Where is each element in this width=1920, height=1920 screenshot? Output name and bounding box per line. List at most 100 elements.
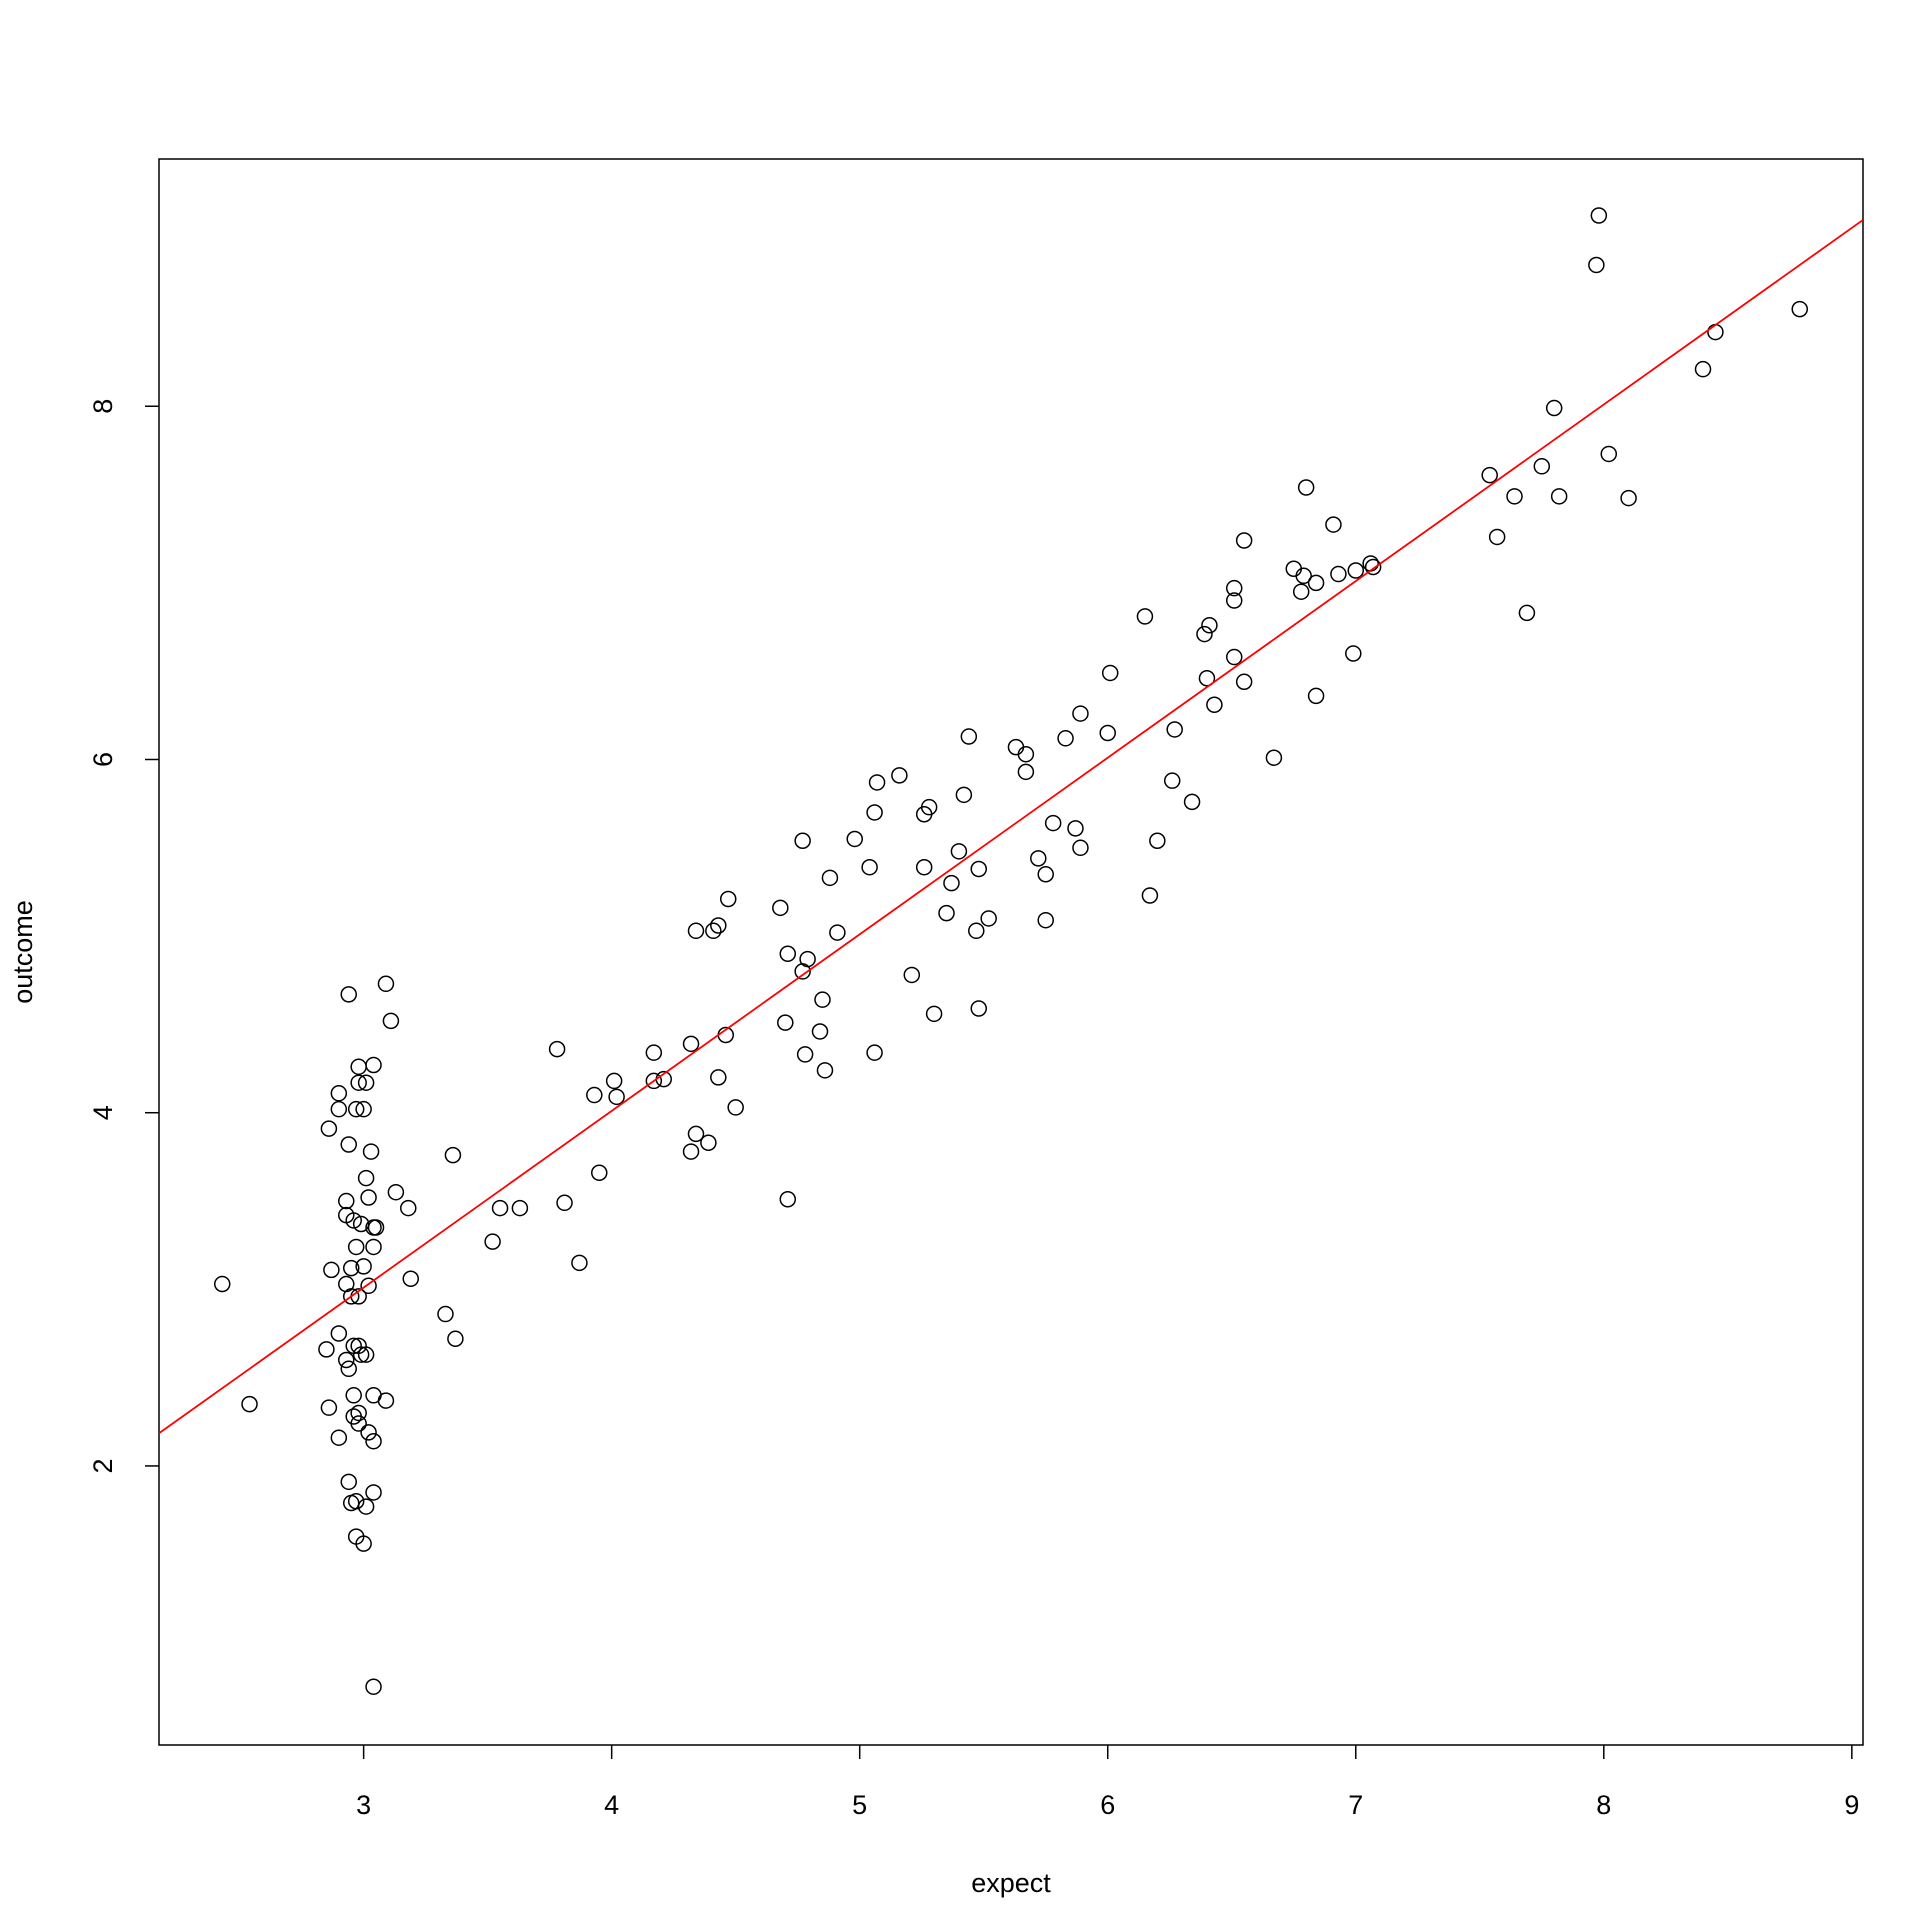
point xyxy=(1196,625,1213,643)
point xyxy=(548,1040,566,1058)
point xyxy=(444,1146,462,1164)
point xyxy=(1533,458,1551,475)
point xyxy=(1295,567,1312,585)
point xyxy=(645,1072,663,1090)
point xyxy=(365,1056,382,1074)
point xyxy=(1007,738,1025,756)
point xyxy=(1136,608,1154,625)
point xyxy=(345,1387,362,1404)
point xyxy=(960,728,978,745)
point xyxy=(360,1189,377,1206)
point xyxy=(357,1346,375,1363)
point xyxy=(350,1415,367,1432)
point xyxy=(1292,583,1310,600)
point xyxy=(1590,207,1608,224)
point xyxy=(330,1429,348,1446)
point xyxy=(1067,820,1084,837)
point xyxy=(323,1261,340,1279)
point xyxy=(241,1395,258,1413)
y-tick-label: 8 xyxy=(88,399,118,414)
point xyxy=(861,858,878,876)
point xyxy=(608,1088,625,1106)
point xyxy=(968,922,985,940)
point xyxy=(682,1035,700,1053)
point xyxy=(1481,466,1498,484)
point xyxy=(350,1058,367,1076)
point xyxy=(350,1404,367,1422)
point xyxy=(1347,562,1365,579)
point xyxy=(777,1014,794,1031)
point xyxy=(816,1062,834,1079)
x-axis-label: expect xyxy=(971,1868,1051,1898)
point xyxy=(491,1199,509,1217)
point xyxy=(1297,479,1315,496)
point xyxy=(1166,721,1183,738)
point xyxy=(1707,323,1724,341)
point xyxy=(846,830,863,848)
point xyxy=(342,1259,360,1277)
fit-line xyxy=(159,219,1863,1435)
point xyxy=(320,1120,338,1137)
point xyxy=(330,1100,348,1118)
point xyxy=(796,1046,814,1063)
point xyxy=(437,1305,454,1323)
point xyxy=(357,1498,375,1515)
point xyxy=(1057,730,1074,747)
point xyxy=(1206,696,1223,713)
point xyxy=(360,1277,377,1295)
point xyxy=(1545,399,1563,417)
point xyxy=(829,924,846,941)
point xyxy=(352,1346,370,1363)
point xyxy=(1325,516,1342,533)
point xyxy=(868,774,886,791)
point xyxy=(377,1392,395,1409)
point xyxy=(586,1086,603,1104)
y-tick-label: 2 xyxy=(88,1458,118,1473)
point xyxy=(213,1275,231,1293)
point xyxy=(727,1099,744,1116)
point xyxy=(1044,814,1062,832)
point xyxy=(1037,866,1054,883)
point xyxy=(1163,772,1181,789)
point xyxy=(365,1432,382,1450)
point xyxy=(1588,256,1605,274)
point xyxy=(955,786,973,804)
y-tick-label: 6 xyxy=(88,752,118,767)
point xyxy=(682,1143,700,1160)
point xyxy=(891,767,908,784)
point xyxy=(1345,645,1362,662)
point xyxy=(357,1074,375,1091)
point xyxy=(367,1219,385,1236)
point xyxy=(340,986,357,1003)
point xyxy=(943,874,960,892)
point xyxy=(1072,839,1089,857)
point xyxy=(571,1254,588,1272)
x-tick-label: 6 xyxy=(1100,1790,1115,1820)
point xyxy=(1285,560,1303,577)
x-tick-label: 8 xyxy=(1596,1790,1611,1820)
point xyxy=(1037,911,1054,929)
point xyxy=(340,1473,357,1491)
point xyxy=(866,1044,883,1061)
point xyxy=(342,1288,360,1305)
point xyxy=(710,1069,727,1086)
point xyxy=(1141,887,1159,904)
point xyxy=(1600,445,1618,463)
point xyxy=(938,904,955,922)
point xyxy=(347,1100,365,1118)
point xyxy=(687,1125,705,1143)
point xyxy=(980,910,997,927)
point xyxy=(387,1183,405,1201)
point xyxy=(365,1238,382,1256)
point xyxy=(377,975,395,993)
point xyxy=(320,1399,338,1416)
y-axis-label: outcome xyxy=(8,900,38,1004)
point xyxy=(970,1000,988,1017)
point xyxy=(1201,617,1218,634)
point xyxy=(866,804,883,821)
point xyxy=(330,1085,348,1102)
point xyxy=(799,950,816,968)
point xyxy=(1488,528,1506,546)
x-tick-label: 4 xyxy=(604,1790,619,1820)
point xyxy=(915,858,933,876)
